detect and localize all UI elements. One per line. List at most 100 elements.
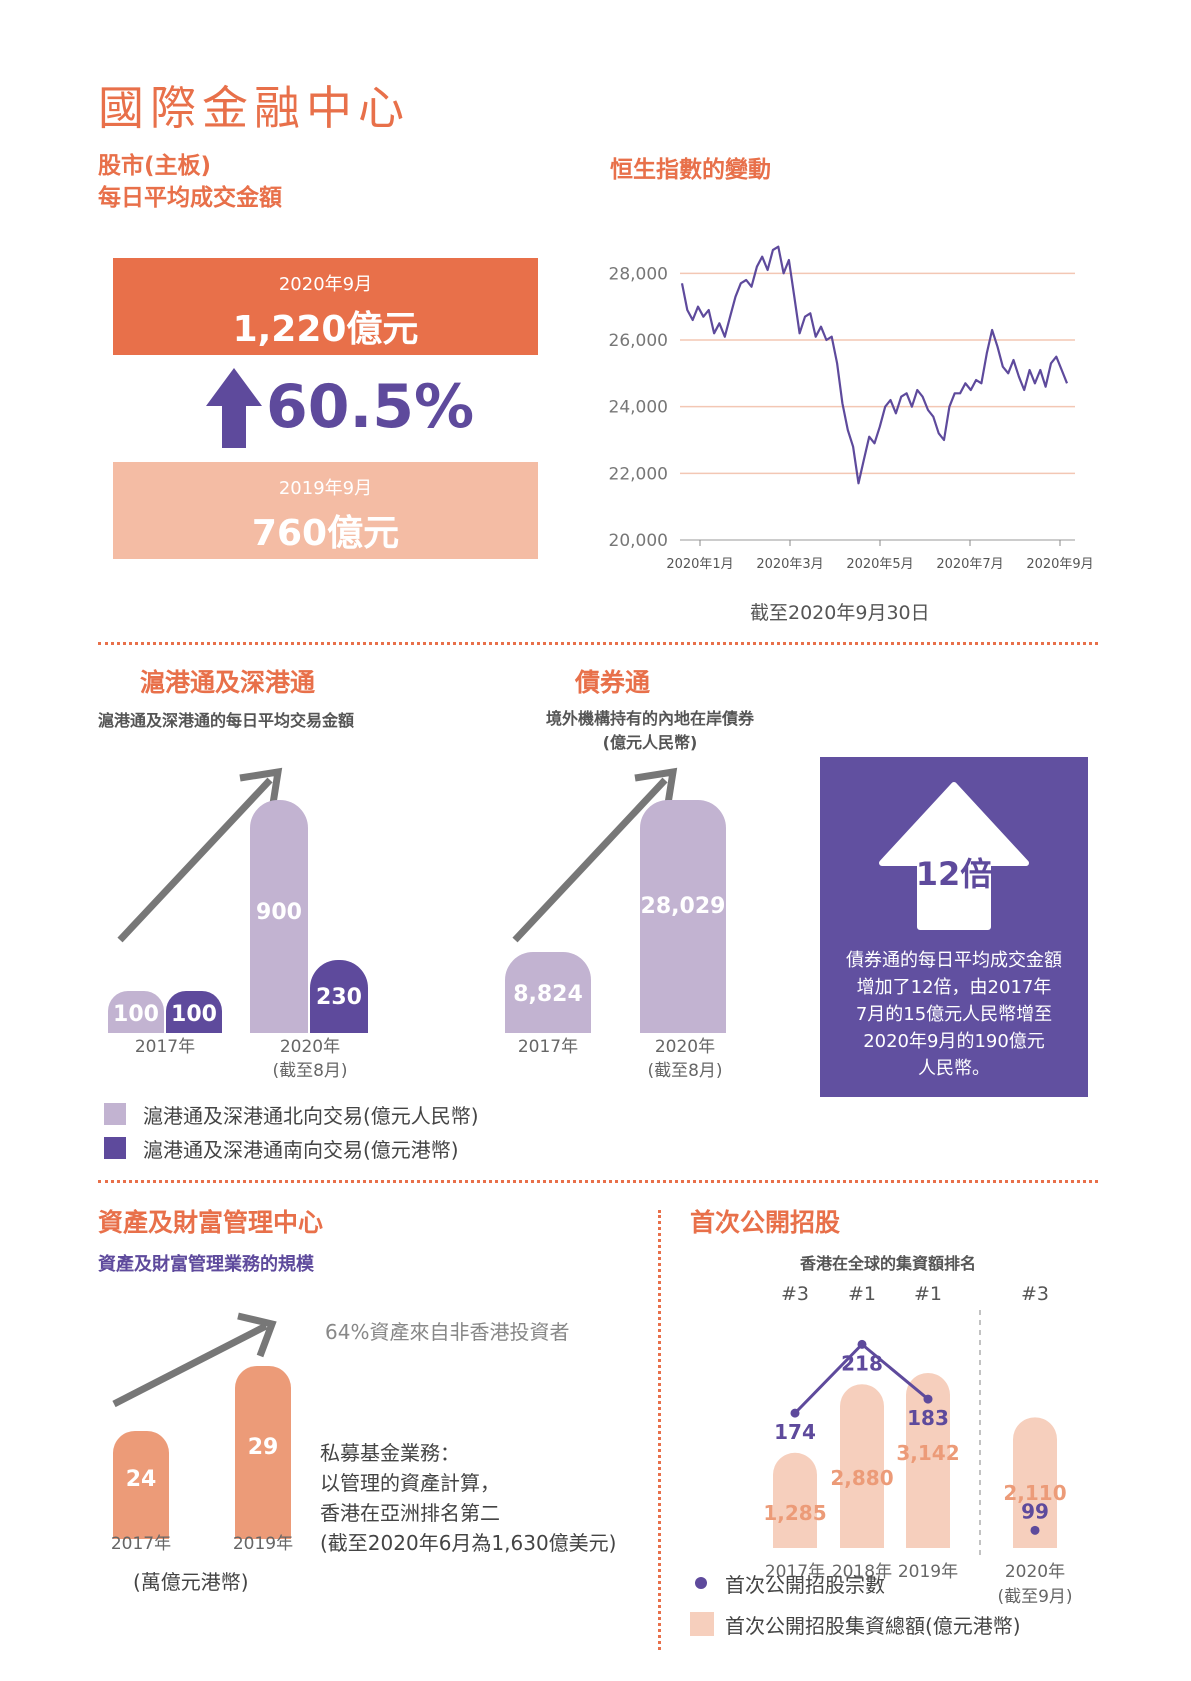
bond-2017-bar [505,952,591,1033]
ipo-funds-label: 1,285 [763,1501,826,1525]
bond-2020-label: 28,029 [640,894,726,919]
north-2017-bar [108,991,164,1033]
bond-cat-2020-note: (截至8月) [647,1061,723,1081]
bond-multiple-box: 12倍 債券通的每日平均成交金額 增加了12倍，由2017年 7月的15億元人民… [820,757,1088,1097]
ipo-rank-label: #1 [848,1283,876,1305]
north-2020-bar [250,800,308,1033]
connect-cat-2020-year: 2020年 [279,1037,341,1057]
bond-multiple-desc-line: 7月的15億元人民幣增至 [855,1004,1053,1025]
ipo-funds-bar [1013,1417,1057,1548]
hsi-ytick-label: 28,000 [609,264,668,284]
wealth-unit: (萬億元港幣) [133,1570,249,1594]
ipo-funds-bar [773,1452,817,1548]
connect-cat-2020: 2020年 (截至8月) [260,1035,360,1083]
bond-2020-bar [640,800,726,1033]
legend-south-swatch [104,1137,126,1159]
hsi-title: 恒生指數的變動 [610,157,771,183]
bond-multiple-desc-line: 增加了12倍，由2017年 [856,977,1052,998]
ipo-count-label: 183 [907,1406,949,1430]
hsi-xtick-label: 2020年7月 [936,557,1003,572]
ipo-funds-label: 2,880 [830,1466,893,1490]
legend-ipo-count-swatch [695,1577,707,1589]
turnover-2019-value: 760億元 [251,513,400,554]
bond-multiple-desc-line: 2020年9月的190億元 [863,1031,1045,1052]
ipo-count-label: 174 [774,1420,816,1444]
legend-north-label: 滬港通及深港通北向交易(億元人民幣) [143,1104,479,1128]
ipo-cat-label: 2019年 [898,1562,958,1582]
private-equity-line: 以管理的資產計算， [320,1471,500,1495]
divider-1 [98,642,1098,645]
hsi-ytick-label: 26,000 [609,331,668,351]
hsi-xtick-label: 2020年1月 [666,557,733,572]
legend-south-label: 滬港通及深港通南向交易(億元港幣) [143,1138,459,1162]
ipo-title: 首次公開招股 [690,1208,841,1237]
stock-title-line2: 每日平均成交金額 [98,185,282,211]
south-2020-label: 230 [316,985,362,1010]
growth-percent: 60.5% [266,372,475,442]
bond-multiple-value: 12倍 [915,855,993,893]
ipo-subtitle: 香港在全球的集資額排名 [800,1254,977,1273]
bond-multiple-desc-line: 債券通的每日平均成交金額 [846,950,1062,971]
turnover-2020-date: 2020年9月 [278,274,373,295]
legend-north-swatch [104,1103,126,1125]
south-2017-label: 100 [171,1002,217,1027]
ipo-count-point [923,1394,933,1404]
connect-title: 滬港通及深港通 [140,668,316,697]
legend-ipo-funds-swatch [690,1612,714,1636]
ipo-count-label: 99 [1021,1499,1049,1523]
connect-subtitle: 滬港通及深港通的每日平均交易金額 [98,711,355,730]
bond-title: 債券通 [575,668,651,697]
hsi-ytick-label: 20,000 [609,531,668,551]
bond-2017-label: 8,824 [513,982,583,1007]
private-equity-note: 私募基金業務： 以管理的資產計算， 香港在亞洲排名第二 (截至2020年6月為1… [320,1438,616,1558]
connect-cat-2017: 2017年 [134,1037,196,1057]
connect-cat-2020-note: (截至8月) [272,1061,348,1081]
private-equity-line: 香港在亞洲排名第二 [320,1501,500,1525]
stock-title-line1: 股市(主板) [98,153,212,179]
hsi-ytick-label: 24,000 [609,398,668,418]
ipo-count-point [857,1339,867,1349]
north-2020-label: 900 [256,900,302,925]
ipo-funds-bar [906,1373,950,1548]
wealth-title: 資產及財富管理中心 [98,1208,324,1237]
bond-multiple-desc: 債券通的每日平均成交金額 增加了12倍，由2017年 7月的15億元人民幣增至 … [830,947,1078,1082]
page-title: 國際金融中心 [98,81,410,135]
legend-ipo-funds-label: 首次公開招股集資總額(億元港幣) [725,1614,1021,1638]
ipo-rank-label: #3 [781,1283,809,1305]
ipo-funds-bar [840,1384,884,1548]
bond-cat-2020-year: 2020年 [654,1037,716,1057]
ipo-count-point [1030,1525,1040,1535]
bond-cat-2017: 2017年 [517,1037,579,1057]
ipo-count-point [790,1408,800,1418]
divider-2 [98,1180,1098,1183]
ipo-count-label: 218 [841,1351,883,1375]
private-equity-line: (截至2020年6月為1,630億美元) [320,1531,617,1555]
bond-multiple-desc-line: 人民幣。 [918,1058,990,1079]
turnover-2019-date: 2019年9月 [278,478,373,499]
bond-subtitle-line2: (億元人民幣) [602,733,698,752]
turnover-2020-box: 2020年9月 1,220億元 [113,258,538,355]
wealth-2019-bar [235,1366,291,1539]
stock-title: 股市(主板) 每日平均成交金額 [98,150,282,214]
ipo-cat-label: 2020年 [1005,1562,1065,1582]
wealth-growth-arrow-icon [112,1312,277,1408]
ipo-cat-label: 2018年 [832,1562,892,1582]
north-2017-label: 100 [113,1002,159,1027]
wealth-cat-2019: 2019年 [232,1534,294,1554]
turnover-2020-value: 1,220億元 [232,309,419,350]
divider-vertical [658,1210,661,1650]
wealth-cat-2017: 2017年 [110,1534,172,1554]
wealth-2019-label: 29 [247,1435,279,1460]
private-equity-line: 私募基金業務： [320,1441,460,1465]
ipo-cat-label: 2017年 [765,1562,825,1582]
legend-ipo-count-label: 首次公開招股宗數 [725,1573,885,1597]
hsi-line-chart: 20,000 22,000 24,000 26,000 28,000 2020年1月 202… [609,245,1094,572]
south-2020-bar [310,960,368,1033]
ipo-funds-label: 2,110 [1003,1481,1066,1505]
bond-cat-2020: 2020年 (截至8月) [635,1035,735,1083]
bond-subtitle-line1: 境外機構持有的內地在岸債券 [545,709,754,728]
hsi-xtick-label: 2020年9月 [1026,557,1093,572]
connect-growth-arrow-icon [117,767,283,943]
hsi-note: 截至2020年9月30日 [750,602,930,624]
